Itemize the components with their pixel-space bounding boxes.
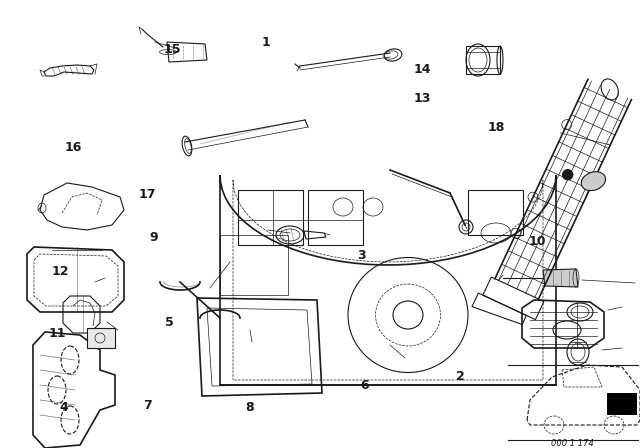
Text: 3: 3 bbox=[357, 249, 366, 262]
Text: 15: 15 bbox=[164, 43, 182, 56]
Text: 13: 13 bbox=[413, 92, 431, 105]
Text: 17: 17 bbox=[138, 188, 156, 202]
Text: 12: 12 bbox=[52, 264, 70, 278]
Ellipse shape bbox=[581, 172, 605, 191]
Bar bbox=[308, 190, 363, 245]
Polygon shape bbox=[543, 269, 578, 287]
Text: 10: 10 bbox=[529, 235, 547, 249]
Text: 1: 1 bbox=[261, 36, 270, 49]
Text: 4: 4 bbox=[60, 401, 68, 414]
Circle shape bbox=[563, 170, 573, 180]
Bar bbox=[87, 328, 115, 348]
Bar bbox=[238, 190, 303, 245]
Text: 2: 2 bbox=[456, 370, 465, 383]
Text: 11: 11 bbox=[49, 327, 67, 340]
Text: 8: 8 bbox=[245, 401, 254, 414]
Text: 14: 14 bbox=[413, 63, 431, 76]
Bar bbox=[607, 393, 637, 415]
Text: 000 1 174: 000 1 174 bbox=[550, 439, 593, 448]
Text: 5: 5 bbox=[165, 316, 174, 329]
Text: 16: 16 bbox=[65, 141, 83, 155]
Text: 9: 9 bbox=[149, 231, 158, 244]
Bar bbox=[468, 190, 523, 235]
Text: 18: 18 bbox=[487, 121, 505, 134]
Text: 7: 7 bbox=[143, 399, 152, 412]
Text: 6: 6 bbox=[360, 379, 369, 392]
